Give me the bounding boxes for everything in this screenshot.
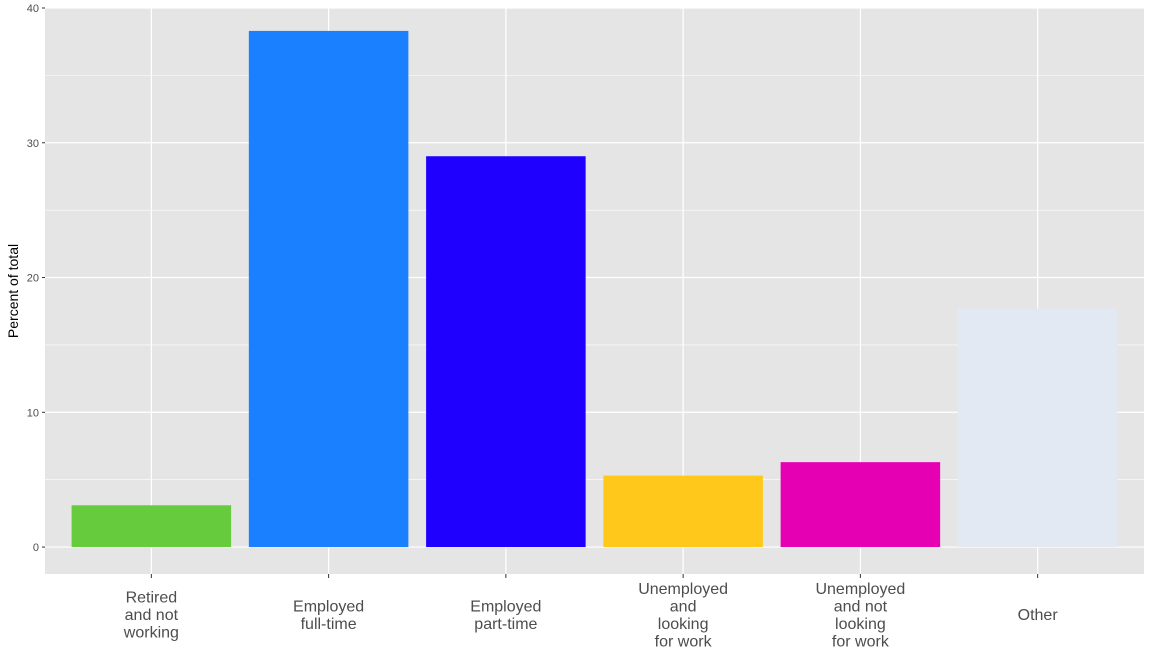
- x-category-label: Unemployed and looking for work: [638, 581, 728, 651]
- y-tick-label: 40: [27, 3, 39, 15]
- y-tick-label: 20: [27, 273, 39, 285]
- y-axis: 0 10 20 30 40: [27, 3, 45, 554]
- bar: [426, 156, 586, 548]
- y-tick-label: 10: [27, 407, 39, 419]
- y-tick-label: 30: [27, 138, 39, 150]
- x-category-label: Employed full-time: [293, 598, 364, 633]
- x-category-label: Retired and not working: [123, 590, 179, 642]
- bar: [780, 462, 941, 548]
- bar: [603, 475, 763, 548]
- x-axis: Retired and not working Employed full-time Em…: [123, 574, 1059, 651]
- x-category-label: Other: [1018, 607, 1059, 624]
- y-axis-title: Percent of total: [5, 244, 21, 338]
- x-category-label: Employed part-time: [470, 598, 541, 633]
- bar: [957, 308, 1118, 548]
- bar: [71, 505, 232, 548]
- bar: [248, 30, 409, 548]
- x-category-label: Unemployed and not looking for work: [815, 581, 905, 651]
- y-tick-label: 0: [33, 542, 39, 554]
- bars: [71, 30, 1118, 548]
